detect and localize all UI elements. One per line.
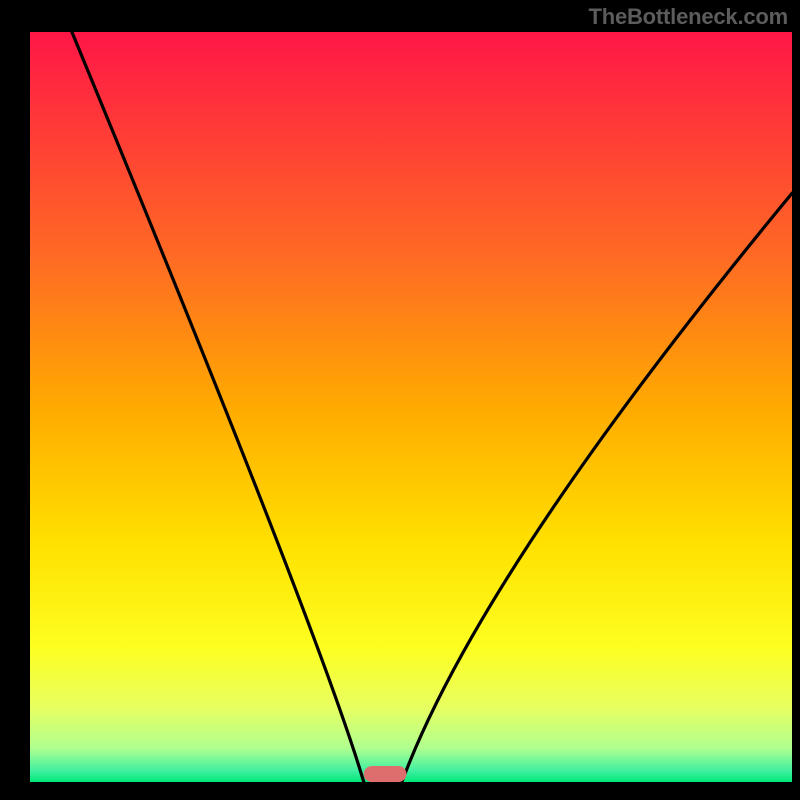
bottleneck-chart [0,0,800,800]
gradient-plot-area [30,32,792,782]
chart-container: TheBottleneck.com [0,0,800,800]
bottleneck-marker [364,766,407,782]
watermark-text: TheBottleneck.com [588,4,788,30]
